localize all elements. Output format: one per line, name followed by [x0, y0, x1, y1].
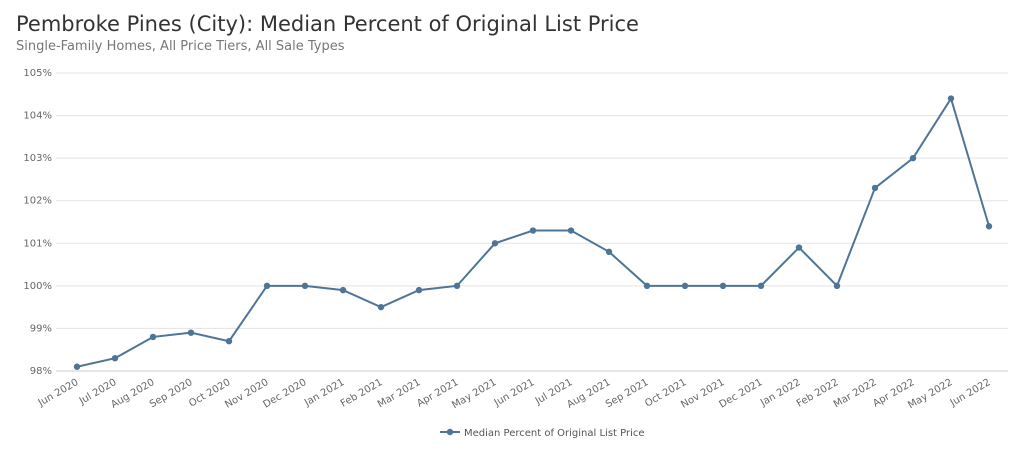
- data-point: [833, 282, 841, 290]
- x-tick-label: Dec 2020: [261, 377, 308, 411]
- data-point: [225, 338, 233, 345]
- legend: Median Percent of Original List Price: [440, 428, 645, 439]
- legend-label: Median Percent of Original List Price: [464, 428, 645, 439]
- data-point: [985, 223, 993, 230]
- data-point: [529, 227, 537, 234]
- y-tick-label: 104%: [23, 111, 52, 122]
- y-tick-label: 101%: [23, 238, 52, 249]
- data-point: [453, 282, 461, 290]
- x-tick-label: Aug 2020: [109, 377, 156, 411]
- data-point: [491, 240, 499, 247]
- series-layer: [73, 95, 993, 370]
- x-tick-label: Jan 2022: [758, 377, 803, 409]
- y-tick-label: 100%: [23, 281, 52, 292]
- data-point: [111, 355, 119, 362]
- data-point: [73, 363, 81, 370]
- x-tick-label: Sep 2021: [604, 377, 651, 410]
- y-tick-label: 102%: [23, 196, 52, 207]
- data-point: [301, 282, 309, 290]
- data-point: [263, 282, 271, 290]
- data-point: [567, 227, 575, 234]
- data-point: [149, 333, 157, 341]
- data-point: [947, 95, 955, 102]
- data-point: [605, 248, 613, 255]
- x-tick-label: Jun 2021: [492, 377, 537, 409]
- data-point: [909, 154, 917, 162]
- data-point: [339, 286, 347, 294]
- x-tick-label: Jun 2020: [36, 377, 81, 409]
- x-tick-label: Mar 2022: [832, 377, 879, 410]
- y-tick-label: 99%: [30, 323, 52, 334]
- data-point: [757, 282, 765, 290]
- y-axis-ticks: 98% 99% 100% 101% 102% 103% 104% 105%: [23, 68, 52, 377]
- x-tick-label: Mar 2021: [376, 377, 423, 410]
- chart-subtitle: Single-Family Homes, All Price Tiers, Al…: [16, 39, 345, 54]
- data-point: [681, 282, 689, 290]
- gridlines: [56, 72, 1008, 372]
- x-tick-label: Jun 2022: [948, 377, 993, 409]
- legend-marker: [446, 428, 454, 436]
- data-point: [187, 329, 195, 336]
- data-point: [643, 282, 651, 290]
- y-tick-label: 103%: [23, 153, 52, 164]
- data-point: [795, 244, 803, 251]
- data-point: [871, 184, 879, 192]
- x-tick-label: Sep 2020: [148, 377, 195, 410]
- y-tick-label: 98%: [30, 366, 52, 377]
- data-point: [719, 282, 727, 290]
- x-tick-label: Dec 2021: [717, 377, 764, 411]
- x-tick-label: Aug 2021: [565, 377, 612, 411]
- x-tick-label: Jan 2021: [302, 377, 347, 409]
- data-point: [415, 286, 423, 294]
- y-tick-label: 105%: [23, 68, 52, 79]
- data-point: [377, 303, 385, 311]
- chart-title: Pembroke Pines (City): Median Percent of…: [16, 12, 639, 36]
